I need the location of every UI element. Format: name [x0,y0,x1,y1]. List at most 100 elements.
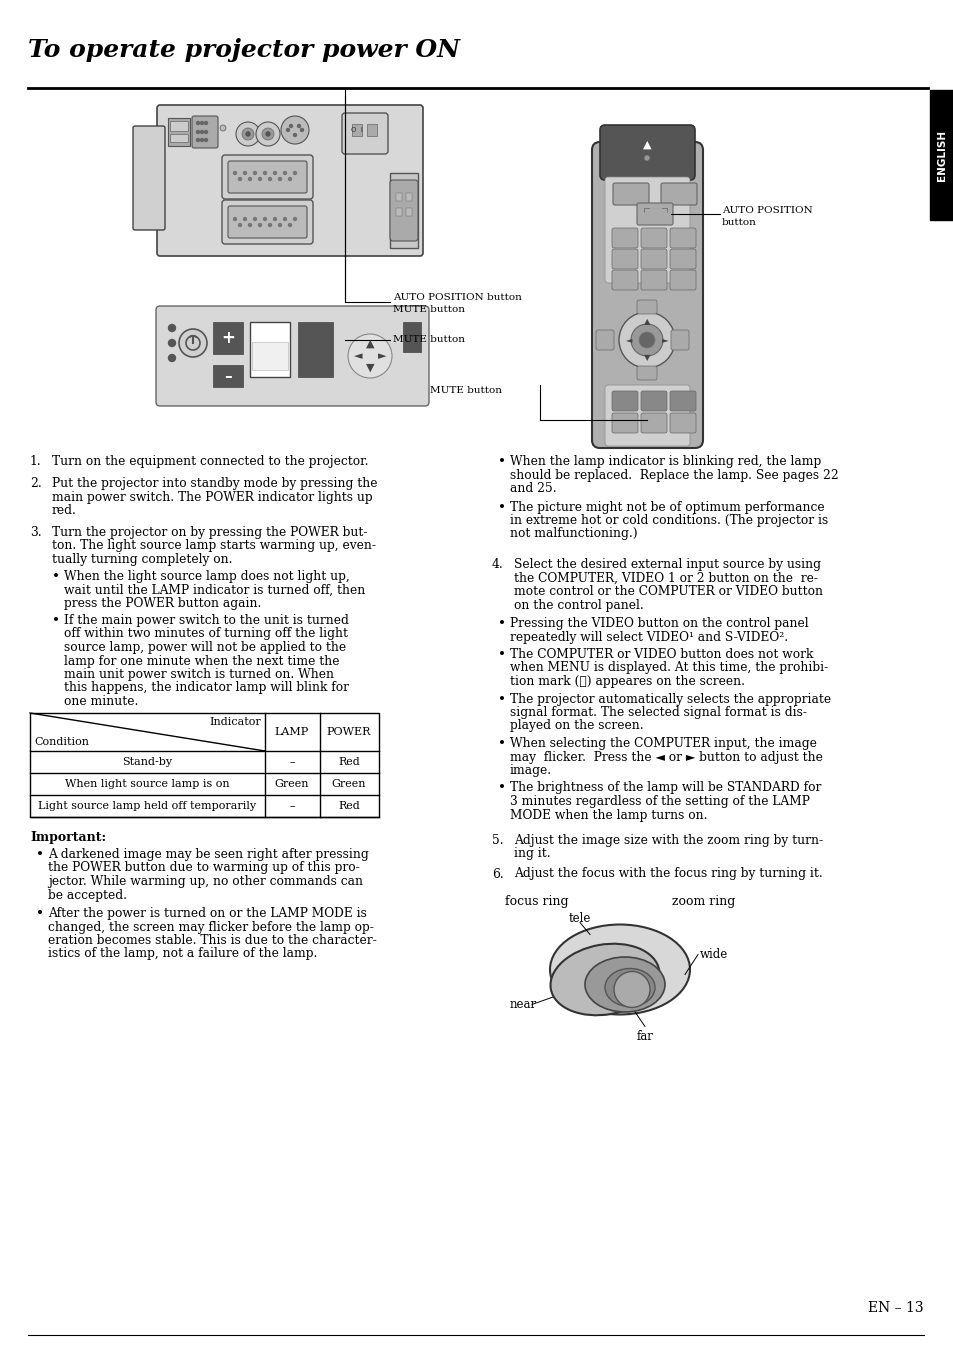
Circle shape [274,172,276,174]
Circle shape [278,223,281,227]
Text: played on the screen.: played on the screen. [510,720,643,732]
Circle shape [255,122,280,146]
Text: AUTO POSITION button: AUTO POSITION button [393,293,521,303]
FancyBboxPatch shape [222,200,313,245]
FancyBboxPatch shape [222,155,313,199]
FancyBboxPatch shape [640,413,666,434]
Circle shape [169,354,175,362]
Ellipse shape [584,957,664,1012]
Text: •: • [36,907,44,921]
Circle shape [278,177,281,181]
Bar [390,173,417,249]
Bar [213,365,243,386]
Circle shape [266,132,270,136]
Text: source lamp, power will not be applied to the: source lamp, power will not be applied t… [64,640,346,654]
Text: Stand-by: Stand-by [122,757,172,767]
Circle shape [294,172,296,174]
Text: The COMPUTER or VIDEO button does not work: The COMPUTER or VIDEO button does not wo… [510,648,813,661]
Text: ing it.: ing it. [514,847,550,861]
Text: +: + [221,330,234,347]
Circle shape [268,223,272,227]
Text: Put the projector into standby mode by pressing the: Put the projector into standby mode by p… [52,477,377,490]
Text: •: • [497,455,505,469]
Text: in extreme hot or cold conditions. (The projector is: in extreme hot or cold conditions. (The … [510,513,827,527]
Text: •: • [497,500,505,515]
Circle shape [618,312,675,367]
Circle shape [289,124,293,127]
Text: If the main power switch to the unit is turned: If the main power switch to the unit is … [64,613,349,627]
Circle shape [248,223,252,227]
Text: –: – [289,801,294,811]
Text: MUTE button: MUTE button [393,335,464,345]
Text: Adjust the image size with the zoom ring by turn-: Adjust the image size with the zoom ring… [514,834,822,847]
Text: –: – [289,757,294,767]
Text: O  I: O I [351,127,362,132]
FancyBboxPatch shape [669,228,696,249]
Circle shape [200,122,203,124]
Text: red.: red. [52,504,77,517]
Circle shape [288,177,292,181]
Text: button: button [721,218,756,227]
Circle shape [242,128,253,141]
FancyBboxPatch shape [640,228,666,249]
Circle shape [200,131,203,134]
Circle shape [243,218,246,220]
Text: When the light source lamp does not light up,: When the light source lamp does not ligh… [64,570,350,584]
FancyBboxPatch shape [157,105,422,255]
Circle shape [243,172,246,174]
Text: Green: Green [332,780,366,789]
Text: Pressing the VIDEO button on the control panel: Pressing the VIDEO button on the control… [510,617,808,630]
Text: on the control panel.: on the control panel. [514,598,643,612]
Ellipse shape [550,944,659,1015]
Circle shape [238,223,241,227]
Text: when MENU is displayed. At this time, the prohibi-: when MENU is displayed. At this time, th… [510,662,827,674]
Circle shape [263,218,266,220]
Text: Indicator: Indicator [209,717,261,727]
Text: wide: wide [700,948,727,961]
Text: •: • [52,570,60,584]
Bar [250,322,290,377]
Bar [252,342,288,370]
FancyBboxPatch shape [390,180,417,240]
Text: 3.: 3. [30,526,42,539]
FancyBboxPatch shape [228,161,307,193]
Text: off within two minutes of turning off the light: off within two minutes of turning off th… [64,627,348,640]
Text: ▲: ▲ [642,141,651,150]
Circle shape [246,132,250,136]
Circle shape [286,128,289,131]
Circle shape [253,172,256,174]
Circle shape [300,128,303,131]
Text: tion mark (Ⓢ) appeares on the screen.: tion mark (Ⓢ) appeares on the screen. [510,676,744,688]
Text: repeatedly will select VIDEO¹ and S-VIDEO².: repeatedly will select VIDEO¹ and S-VIDE… [510,631,787,643]
Text: Turn on the equipment connected to the projector.: Turn on the equipment connected to the p… [52,455,368,467]
Text: signal format. The selected signal format is dis-: signal format. The selected signal forma… [510,707,806,719]
FancyBboxPatch shape [669,413,696,434]
Text: eration becomes stable. This is due to the character-: eration becomes stable. This is due to t… [48,934,376,947]
Circle shape [233,218,236,220]
Text: •: • [497,693,505,707]
FancyBboxPatch shape [640,390,666,411]
Text: 4.: 4. [492,558,503,571]
Text: the POWER button due to warming up of this pro-: the POWER button due to warming up of th… [48,862,359,874]
Bar [406,193,412,201]
Text: main unit power switch is turned on. When: main unit power switch is turned on. Whe… [64,667,334,681]
Text: Red: Red [337,801,359,811]
Circle shape [258,177,261,181]
FancyBboxPatch shape [612,413,638,434]
Text: 1.: 1. [30,455,42,467]
Text: •: • [497,648,505,662]
FancyBboxPatch shape [599,126,695,180]
Circle shape [204,122,208,124]
Text: The projector automatically selects the appropriate: The projector automatically selects the … [510,693,830,705]
Text: ▲: ▲ [365,339,374,349]
Text: tele: tele [568,912,591,924]
Circle shape [294,134,296,136]
Text: 6.: 6. [492,867,503,881]
FancyBboxPatch shape [669,249,696,269]
Circle shape [204,131,208,134]
FancyBboxPatch shape [660,182,697,205]
Text: The picture might not be of optimum performance: The picture might not be of optimum perf… [510,500,823,513]
Circle shape [263,172,266,174]
Text: After the power is turned on or the LAMP MODE is: After the power is turned on or the LAMP… [48,907,367,920]
Circle shape [169,324,175,331]
